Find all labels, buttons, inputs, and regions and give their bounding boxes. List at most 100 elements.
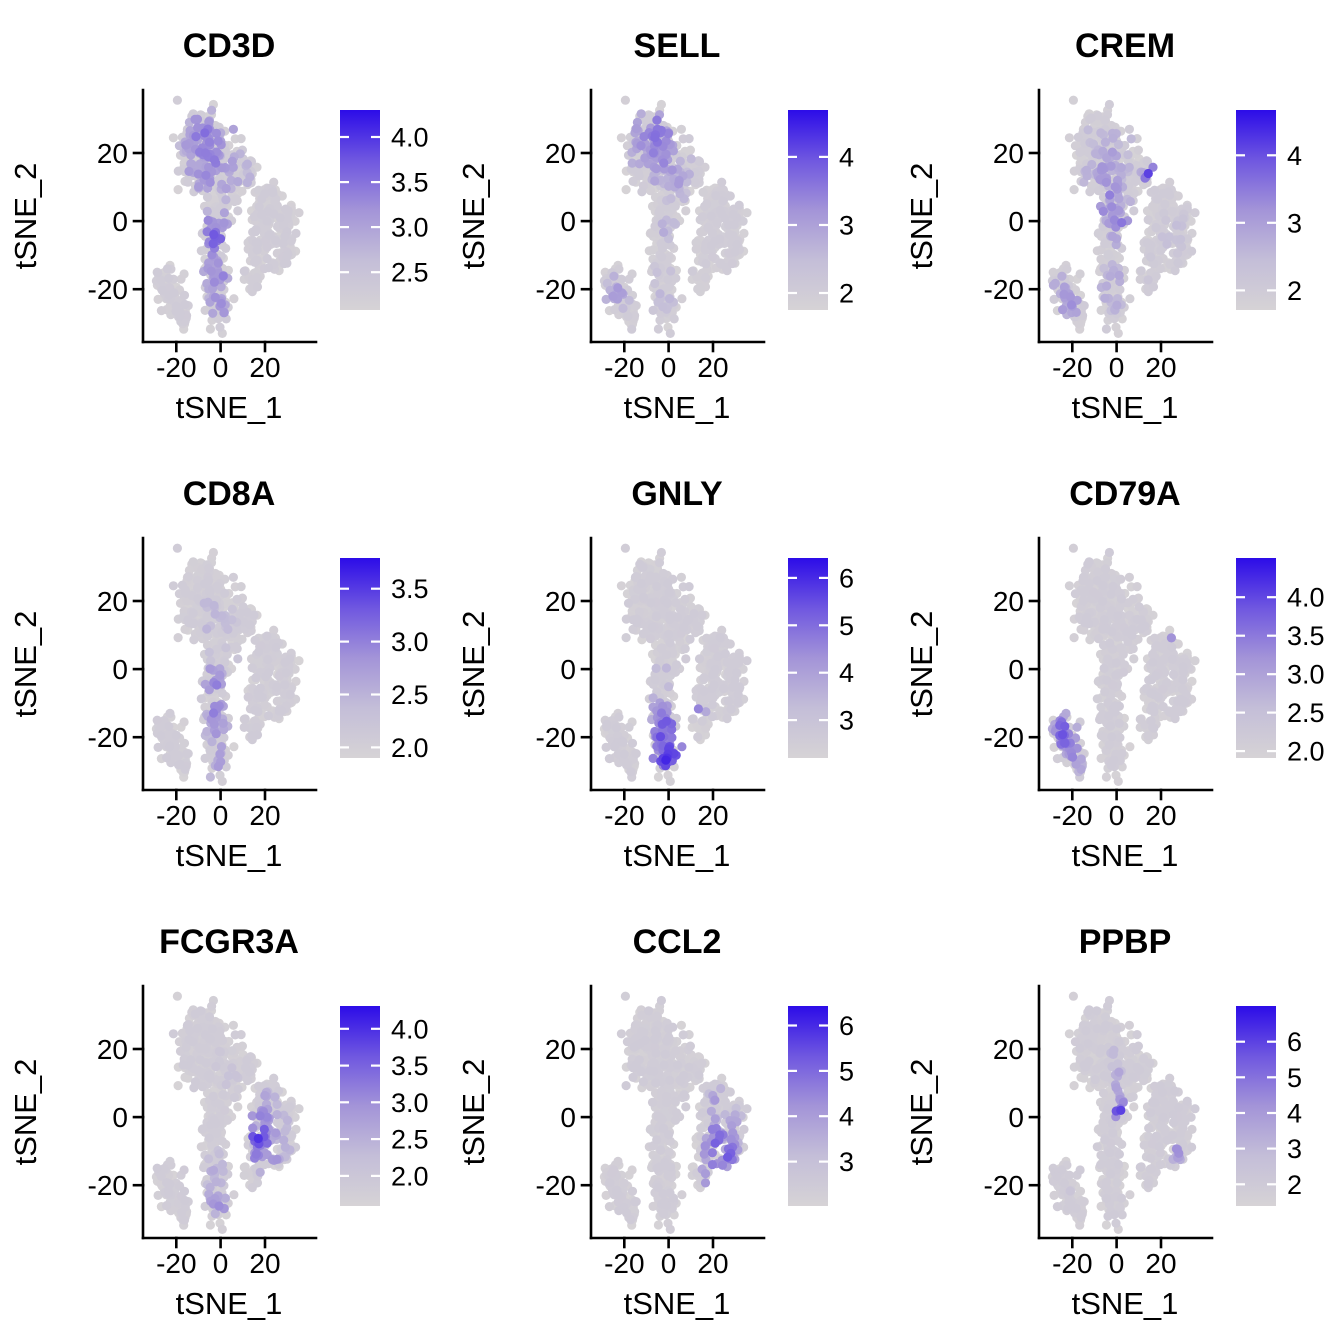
data-point [1125, 742, 1135, 752]
data-point [227, 156, 237, 166]
data-point [193, 594, 203, 604]
data-point [221, 243, 231, 253]
data-point [272, 682, 282, 692]
colorbar-gradient [1236, 110, 1276, 310]
data-point [610, 305, 620, 315]
data-point [204, 647, 214, 657]
data-point [1086, 113, 1096, 123]
data-point [701, 723, 711, 733]
data-point [1057, 271, 1067, 281]
data-point [262, 631, 272, 641]
x-tick-label: 0 [213, 352, 229, 383]
data-point [1100, 137, 1110, 147]
data-point [1113, 776, 1123, 786]
data-point [291, 228, 301, 238]
data-point [676, 124, 686, 134]
data-point [218, 718, 228, 728]
data-point [1069, 633, 1079, 643]
data-point [263, 711, 274, 721]
data-point [628, 624, 638, 634]
data-point [216, 282, 226, 292]
data-point [283, 206, 293, 216]
data-point [203, 215, 213, 225]
data-point [179, 290, 190, 300]
y-axis-title: tSNE_2 [456, 163, 491, 270]
data-point [1165, 190, 1175, 200]
data-point [652, 267, 662, 277]
data-point [206, 266, 216, 276]
data-point [691, 238, 701, 248]
y-axis-title: tSNE_2 [8, 611, 43, 718]
data-point [233, 177, 243, 187]
data-point [636, 578, 646, 589]
data-point [648, 305, 658, 315]
x-tick-label: 20 [249, 352, 280, 383]
data-point [204, 563, 214, 573]
data-point [669, 218, 679, 228]
data-point [1081, 165, 1092, 175]
data-point [728, 209, 738, 219]
data-point [703, 223, 713, 233]
data-point [663, 275, 673, 285]
data-point [698, 187, 708, 197]
data-point [219, 218, 229, 228]
data-point [666, 266, 676, 276]
data-point [278, 238, 288, 248]
data-point [264, 668, 274, 678]
x-axis-title: tSNE_1 [176, 390, 283, 425]
data-point [272, 696, 282, 706]
data-point [1112, 300, 1122, 310]
data-point [1115, 285, 1125, 295]
data-point [1105, 190, 1115, 200]
data-point [220, 657, 230, 667]
data-point [645, 634, 656, 644]
x-tick-label: -20 [1052, 352, 1092, 383]
data-point [645, 111, 655, 121]
data-point [232, 594, 242, 604]
data-point [260, 189, 270, 199]
data-point [255, 683, 265, 693]
data-point [624, 274, 634, 284]
data-point [671, 273, 681, 283]
data-point [188, 557, 198, 567]
data-point [650, 278, 660, 289]
data-point [650, 133, 660, 143]
data-point [1145, 244, 1155, 254]
data-point [659, 158, 669, 168]
data-point [627, 158, 637, 168]
colorbar-tick-label: 3 [839, 706, 854, 736]
x-tick-label: 20 [249, 800, 280, 831]
data-point [632, 614, 642, 624]
data-point [1148, 201, 1158, 211]
data-point [630, 311, 640, 321]
data-point [281, 668, 291, 678]
data-point [155, 724, 165, 734]
x-tick-label: -20 [604, 800, 644, 831]
x-tick-label: -20 [156, 800, 196, 831]
panel-title: CD8A [183, 475, 276, 513]
data-point [694, 654, 705, 664]
y-tick-label: -20 [536, 722, 576, 753]
data-point [614, 712, 624, 722]
data-point [618, 303, 628, 313]
panel-title: CREM [1075, 27, 1175, 65]
data-point [207, 737, 217, 747]
data-point [621, 614, 631, 624]
data-point [156, 306, 166, 316]
data-point [200, 305, 210, 315]
data-point [1064, 133, 1074, 143]
data-point [601, 722, 612, 732]
axis-lines [132, 536, 318, 801]
x-tick-label: 20 [697, 800, 728, 831]
data-point [1099, 263, 1109, 273]
data-point [621, 760, 632, 770]
data-point [1100, 115, 1110, 125]
data-point [1155, 264, 1165, 274]
y-tick-label: 20 [545, 138, 576, 169]
data-point [1069, 185, 1079, 195]
data-point [1165, 177, 1175, 187]
data-point [221, 643, 231, 653]
data-point [1129, 654, 1139, 664]
data-point [651, 612, 661, 622]
